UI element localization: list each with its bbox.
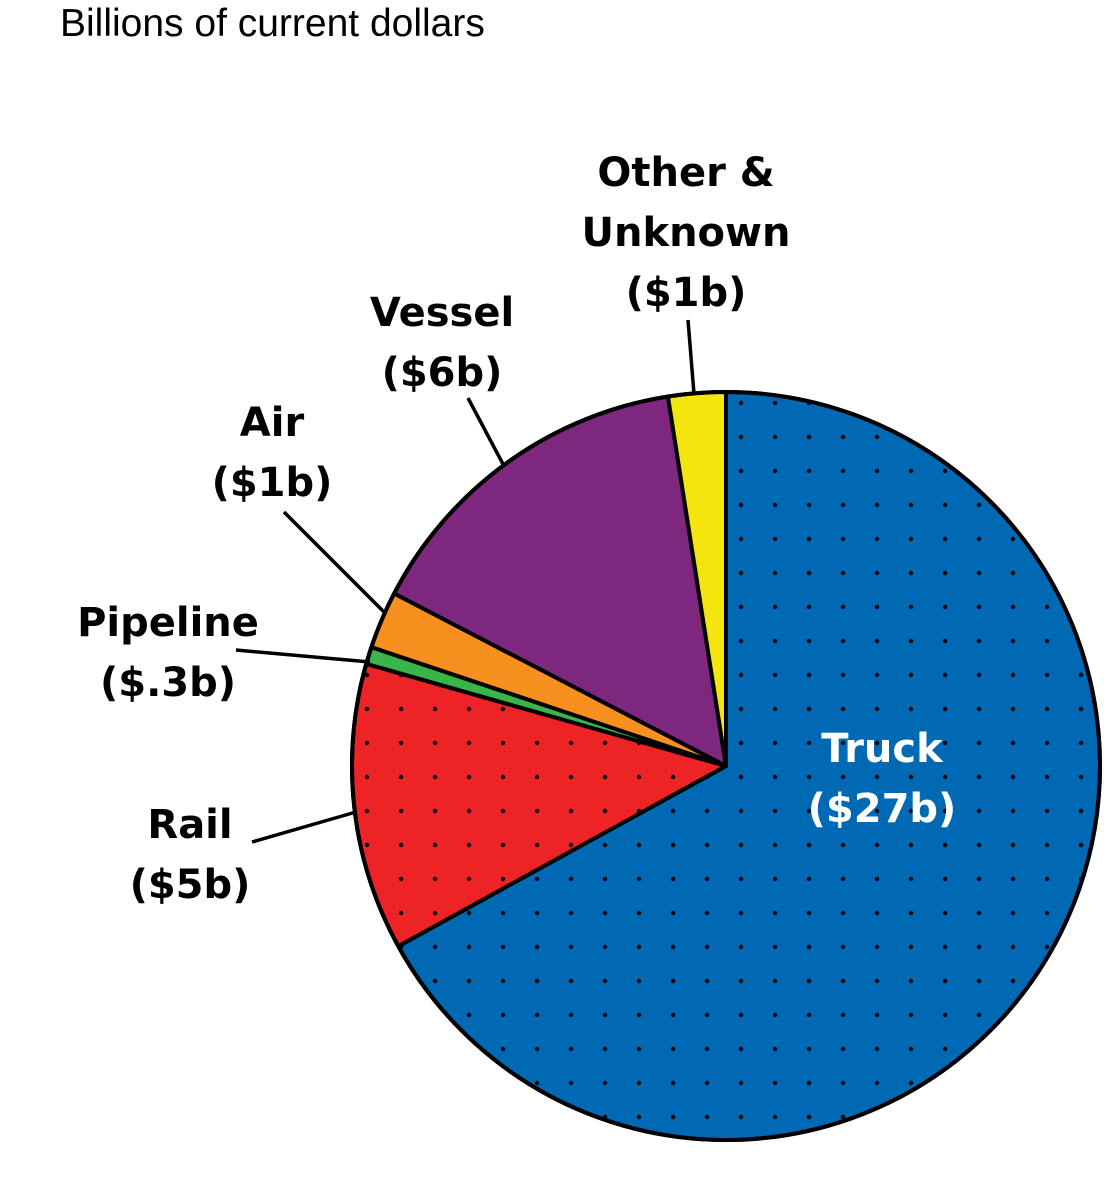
chart-subtitle: Billions of current dollars bbox=[60, 2, 485, 45]
slice-labels: Truck ($27b) Rail ($5b) Pipeline ($.3b) Air ($1… bbox=[77, 150, 956, 908]
slice-label-rail-value-label: ($5b) bbox=[130, 862, 251, 908]
slice-label-truck-name: Truck bbox=[821, 726, 944, 772]
slice-label-rail-name: Rail bbox=[147, 802, 232, 848]
slice-label-air-name: Air bbox=[240, 400, 305, 446]
pie-slices bbox=[350, 390, 1102, 1142]
leader-lines bbox=[235, 319, 696, 844]
pie-outline bbox=[350, 390, 1102, 1142]
slice-label-pipeline-name: Pipeline bbox=[77, 600, 259, 646]
slice-label-truck-value-label: ($27b) bbox=[808, 786, 957, 832]
slice-label-vessel-name: Vessel bbox=[370, 290, 514, 336]
slice-label-other-value-label: ($1b) bbox=[626, 270, 747, 316]
slice-label-vessel-value-label: ($6b) bbox=[382, 350, 503, 396]
pie-slice-truck-pattern bbox=[398, 392, 1100, 1140]
leader-line-air bbox=[282, 510, 386, 614]
slice-label-air-value-label: ($1b) bbox=[212, 460, 333, 506]
leader-line-other bbox=[686, 319, 696, 395]
leader-line-rail bbox=[251, 810, 357, 844]
leader-line-vessel bbox=[466, 397, 506, 467]
leader-line-pipeline bbox=[235, 648, 371, 664]
slice-label-pipeline-value-label: ($.3b) bbox=[100, 660, 236, 706]
slice-label-other-name: Other & bbox=[597, 150, 774, 196]
pie-slice-rail-pattern bbox=[352, 663, 726, 947]
slice-label-other-name-line2: Unknown bbox=[582, 210, 791, 256]
